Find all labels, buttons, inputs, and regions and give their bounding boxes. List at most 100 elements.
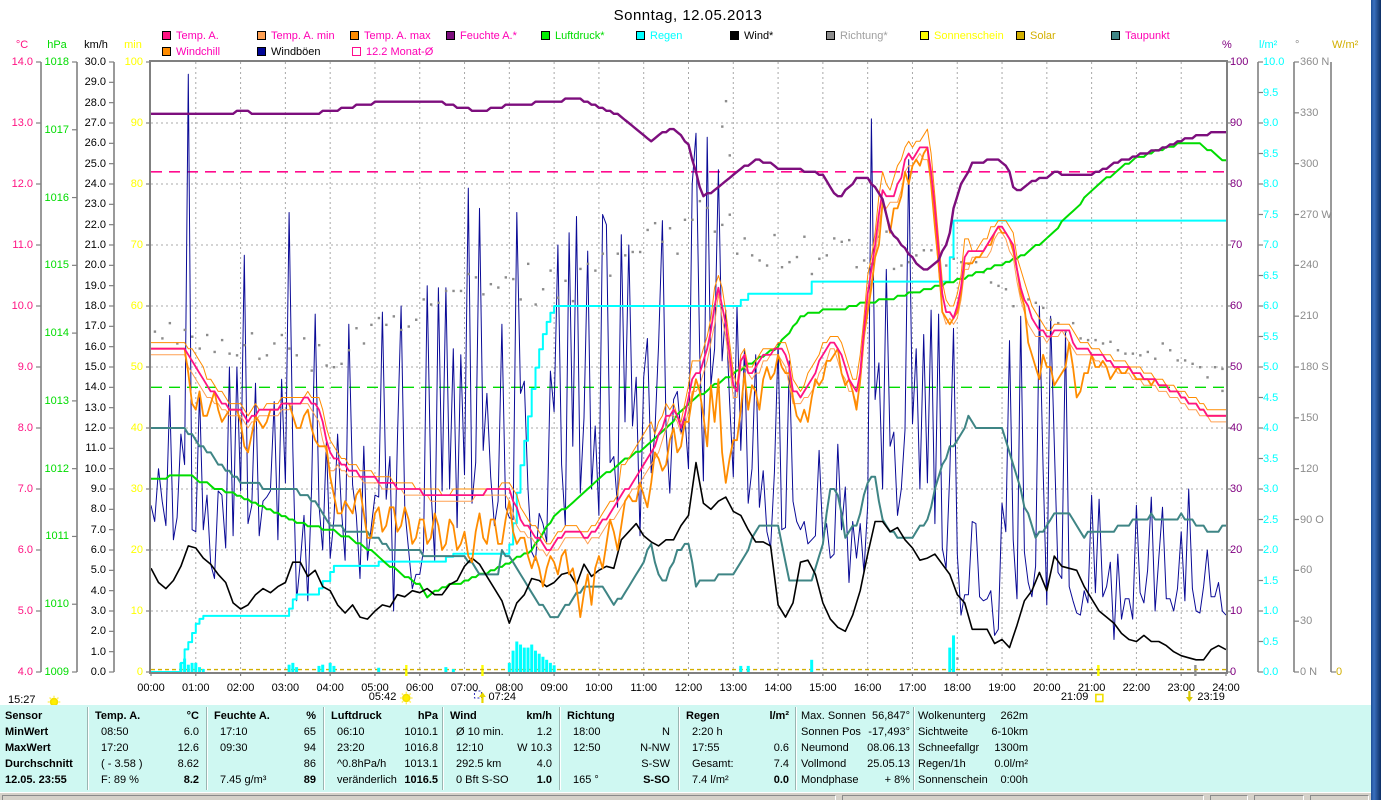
axis-label-lm2: 2.5 [1263, 513, 1279, 526]
series-taupunkt [151, 414, 1226, 619]
table-cell-value: 12.6 [177, 742, 199, 754]
table-cell-time: 12:50 [573, 742, 601, 754]
wind-direction-dot [273, 342, 276, 345]
axis-label-lm2: 1.0 [1263, 605, 1279, 617]
table-column-unit: % [306, 710, 316, 722]
table-cell-value: N [662, 726, 670, 738]
legend-label: Feuchte A.* [460, 30, 517, 42]
table-info-value: 25.05.13 [867, 758, 910, 770]
x-axis-label: 17:00 [898, 682, 927, 694]
table-cell-value: 1013.1 [404, 758, 438, 770]
wind-direction-dot [1086, 338, 1090, 342]
axis-label-hpa: 1015 [44, 259, 69, 272]
legend-swatch-temp-a- [162, 31, 171, 40]
table-cell-time: 06:10 [337, 726, 365, 738]
table-column-separator [87, 707, 88, 790]
wind-direction-dot [205, 333, 209, 337]
wind-direction-dot [191, 335, 194, 338]
wind-direction-dot [638, 250, 642, 254]
axis-label-temp: 7.0 [17, 483, 33, 495]
table-column-separator [323, 707, 324, 790]
wind-direction-dot [653, 221, 657, 225]
axis-label-kmh: 7.0 [90, 523, 106, 536]
wind-direction-dot [332, 366, 336, 369]
wind-direction-dot [1154, 357, 1157, 360]
wind-direction-dot [429, 303, 433, 306]
sun-icon [400, 691, 413, 705]
legend-swatch-regen [636, 31, 645, 40]
wind-direction-dot [541, 288, 545, 291]
wind-direction-dot [1042, 306, 1045, 310]
wind-direction-dot [1146, 350, 1150, 354]
wind-direction-dot [959, 260, 963, 264]
wind-direction-dot [721, 125, 724, 128]
axis-label-mins: 70 [130, 239, 143, 251]
moonset-arrow-icon [1185, 691, 1193, 702]
axis-label-hpa: 1017 [44, 123, 69, 136]
axis-header-wm2: W/m² [1332, 39, 1359, 51]
wind-direction-dot [668, 227, 672, 230]
legend-label: Taupunkt [1125, 30, 1170, 42]
axis-header-kmh: km/h [84, 39, 108, 51]
wind-direction-dot [303, 337, 306, 340]
axis-header-lm2: l/m² [1259, 39, 1278, 51]
axis-label-pct: 60 [1230, 300, 1243, 312]
axis-label-lm2: 1.5 [1263, 574, 1279, 587]
legend-swatch-wind- [730, 31, 739, 40]
wind-direction-dot [900, 264, 903, 267]
series-windb-en [151, 73, 1226, 640]
table-cell-value: 94 [303, 742, 316, 754]
axis-label-kmh: 0.0 [90, 666, 106, 678]
wind-direction-dot [758, 259, 761, 262]
table-cell-time: 7.45 g/m³ [220, 774, 267, 786]
x-axis-label: 06:00 [405, 682, 434, 694]
table-info-value: 0.0l/m² [994, 758, 1028, 770]
wind-direction-dot [930, 249, 933, 252]
wind-direction-dot [549, 269, 552, 272]
table-row-label: Durchschnitt [5, 758, 73, 770]
axis-label-kmh: 12.0 [84, 422, 106, 434]
wind-direction-dot [407, 325, 410, 328]
wind-direction-dot [385, 323, 388, 327]
desktop-edge-strip [1371, 0, 1381, 800]
table-info-value: 1300m [994, 742, 1028, 754]
table-info-value: 08.06.13 [867, 742, 910, 754]
wind-direction-dot [295, 354, 298, 357]
table-info-value: + 8% [884, 774, 910, 786]
wind-direction-dot [400, 328, 403, 332]
table-column-header: Feuchte A. [214, 710, 270, 722]
legend-swatch-sonnenschein [920, 31, 929, 40]
table-cell-time: 17:55 [692, 742, 720, 754]
series-feuchte-a- [151, 97, 1226, 271]
table-info-label: Schneefallgr [918, 742, 980, 754]
table-cell-time: 165 ° [573, 774, 599, 786]
wind-direction-dot [482, 293, 485, 296]
x-axis-label: 02:00 [226, 682, 255, 694]
table-column-header: Richtung [567, 710, 615, 722]
wind-direction-dot [444, 289, 448, 293]
axis-label-kmh: 18.0 [84, 300, 106, 312]
wind-direction-dot [624, 254, 627, 257]
moonset-time-label: 23:19 [1197, 691, 1225, 703]
axis-label-hpa: 1013 [44, 394, 69, 407]
axis-label-mins: 50 [130, 361, 143, 373]
wind-direction-dot [989, 281, 993, 284]
axis-label-dir: 30 [1300, 615, 1313, 628]
axis-label-lm2: 7.5 [1263, 208, 1279, 221]
status-bar-segment [1310, 795, 1369, 800]
table-cell-value: 1.2 [536, 726, 552, 738]
wind-direction-dot [183, 328, 186, 332]
table-info-value: 0:00h [1000, 774, 1028, 786]
x-axis-label: 19:00 [988, 682, 1016, 694]
axis-header-dir: ° [1295, 39, 1300, 51]
wind-direction-dot [855, 266, 858, 269]
table-cell-value: 0.6 [773, 742, 789, 754]
legend-label: Solar [1030, 30, 1056, 42]
axis-label-mins: 60 [130, 300, 143, 312]
wind-direction-dot [750, 254, 754, 257]
table-column-separator [795, 707, 796, 790]
wind-direction-dot [317, 343, 321, 347]
table-cell-value: 1016.8 [404, 742, 438, 754]
axis-label-kmh: 23.0 [84, 198, 106, 211]
